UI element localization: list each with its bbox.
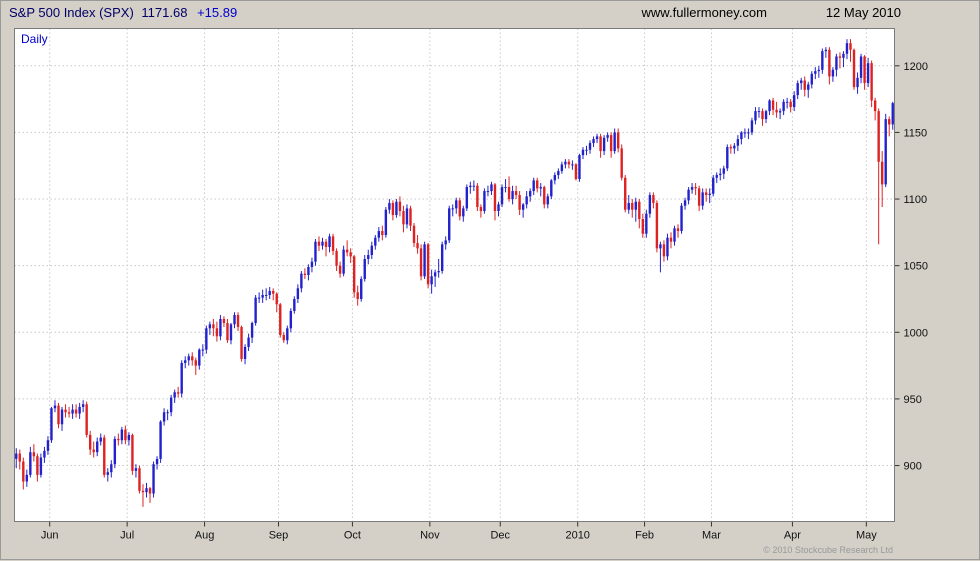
svg-text:Feb: Feb	[635, 530, 654, 542]
svg-text:May: May	[856, 530, 877, 542]
svg-text:1100: 1100	[904, 194, 928, 206]
svg-text:Sep: Sep	[269, 530, 289, 542]
instrument-header: S&P 500 Index (SPX) 1171.68 +15.89	[9, 5, 237, 20]
date-label: 12 May 2010	[825, 5, 901, 20]
svg-text:900: 900	[904, 461, 922, 473]
svg-text:Aug: Aug	[195, 530, 215, 542]
svg-text:1200: 1200	[904, 61, 928, 73]
svg-text:Jul: Jul	[120, 530, 134, 542]
last-price: 1171.68	[141, 5, 188, 20]
svg-text:1000: 1000	[904, 327, 928, 339]
svg-text:Oct: Oct	[344, 530, 361, 542]
svg-text:Nov: Nov	[420, 530, 440, 542]
copyright-label: © 2010 Stockcube Research Ltd	[763, 545, 893, 555]
website-link[interactable]: www.fullermoney.com	[641, 5, 767, 20]
svg-text:1050: 1050	[904, 261, 928, 273]
svg-text:Mar: Mar	[702, 530, 721, 542]
svg-text:2010: 2010	[565, 530, 589, 542]
svg-text:Dec: Dec	[490, 530, 510, 542]
timeframe-label: Daily	[21, 32, 48, 46]
svg-text:Apr: Apr	[784, 530, 801, 542]
instrument-name: S&P 500 Index (SPX)	[9, 5, 134, 20]
price-change: +15.89	[197, 5, 238, 20]
svg-text:Jun: Jun	[41, 530, 59, 542]
title-bar: S&P 500 Index (SPX) 1171.68 +15.89 www.f…	[1, 1, 979, 25]
svg-text:1150: 1150	[904, 127, 928, 139]
svg-text:950: 950	[904, 394, 922, 406]
